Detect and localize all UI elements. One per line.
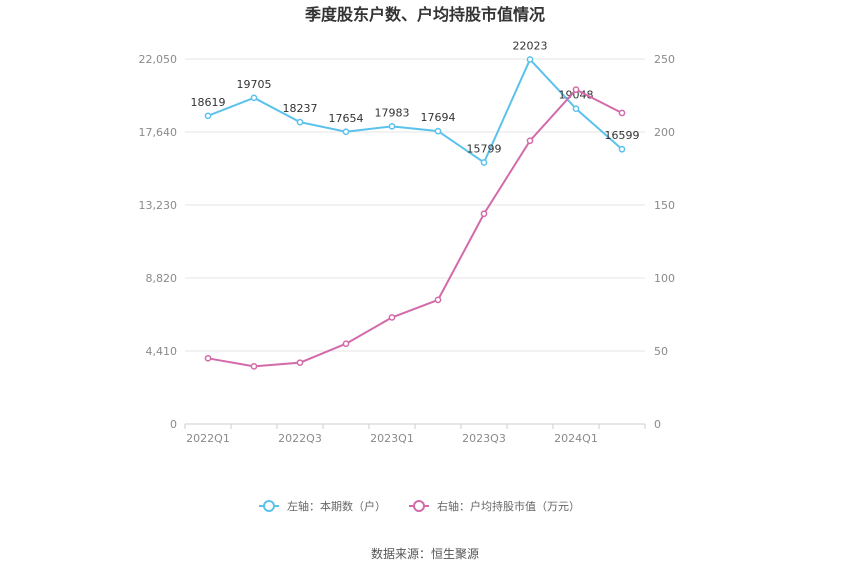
data-point: [572, 86, 580, 94]
data-point: [296, 118, 304, 126]
data-label: 18237: [283, 102, 318, 115]
data-label: 15799: [467, 142, 502, 155]
data-label: 17654: [329, 112, 364, 125]
data-point: [526, 56, 534, 63]
left-axis: 0 4,410 8,820 13,230 17,640 22,050: [139, 53, 178, 431]
left-tick-label: 13,230: [139, 199, 178, 212]
right-tick-label: 100: [654, 272, 675, 285]
data-point: [618, 145, 626, 153]
data-label: 17983: [375, 106, 410, 119]
x-tick-label: 2022Q3: [278, 432, 322, 445]
legend-item-2[interactable]: 右轴：户均持股市值（万元）: [409, 499, 580, 513]
right-tick-label: 200: [654, 126, 675, 139]
legend-label: 右轴：户均持股市值（万元）: [437, 499, 580, 513]
series-line: [207, 88, 623, 368]
right-axis: 0 50 100 150 200 250: [654, 53, 675, 431]
left-tick-label: 4,410: [146, 345, 178, 358]
series-1: 18619 19705 18237 17654 17983 17694 15799 22023…: [191, 39, 640, 166]
legend-marker: [413, 500, 425, 512]
data-point: [618, 109, 626, 117]
data-point: [204, 354, 212, 362]
data-label: 16599: [605, 129, 640, 142]
data-label: 17694: [421, 111, 456, 124]
chart-title: 季度股东户数、户均持股市值情况: [304, 5, 545, 24]
data-point: [250, 362, 258, 370]
gridlines: [185, 58, 645, 425]
x-axis: 2022Q1 2022Q3 2023Q1 2023Q3 2024Q1: [184, 424, 646, 445]
data-point: [388, 122, 396, 130]
source-text: 数据来源：恒生聚源: [371, 546, 479, 561]
left-tick-label: 8,820: [146, 272, 178, 285]
series-layer: 18619 19705 18237 17654 17983 17694 15799 22023…: [191, 39, 640, 370]
data-point: [434, 296, 442, 304]
right-tick-label: 50: [654, 345, 668, 358]
x-tick-label: 2023Q1: [370, 432, 414, 445]
data-point: [480, 159, 488, 166]
data-point: [388, 314, 396, 321]
series-2: [204, 86, 626, 370]
x-tick-label: 2024Q1: [554, 432, 598, 445]
data-point: [572, 105, 580, 113]
data-point: [204, 112, 212, 120]
legend-marker: [263, 500, 275, 512]
legend[interactable]: 左轴：本期数（户） 右轴：户均持股市值（万元）: [259, 499, 580, 513]
legend-label: 左轴：本期数（户）: [287, 499, 386, 513]
data-label: 19705: [237, 78, 272, 91]
x-tick-label: 2023Q3: [462, 432, 506, 445]
data-point: [342, 128, 350, 136]
data-point: [480, 210, 488, 218]
data-point: [434, 127, 442, 135]
left-tick-label: 17,640: [139, 126, 178, 139]
legend-item-1[interactable]: 左轴：本期数（户）: [259, 499, 386, 513]
data-label: 18619: [191, 96, 226, 109]
data-point: [296, 359, 304, 367]
right-tick-label: 0: [654, 418, 661, 431]
right-tick-label: 150: [654, 199, 675, 212]
left-tick-label: 22,050: [139, 53, 178, 66]
data-point: [250, 94, 258, 102]
data-point: [526, 137, 534, 145]
series-line: [207, 58, 623, 164]
right-tick-label: 250: [654, 53, 675, 66]
data-point: [342, 340, 350, 348]
data-label: 22023: [513, 39, 548, 52]
left-tick-label: 0: [170, 418, 177, 431]
x-tick-label: 2022Q1: [186, 432, 230, 445]
